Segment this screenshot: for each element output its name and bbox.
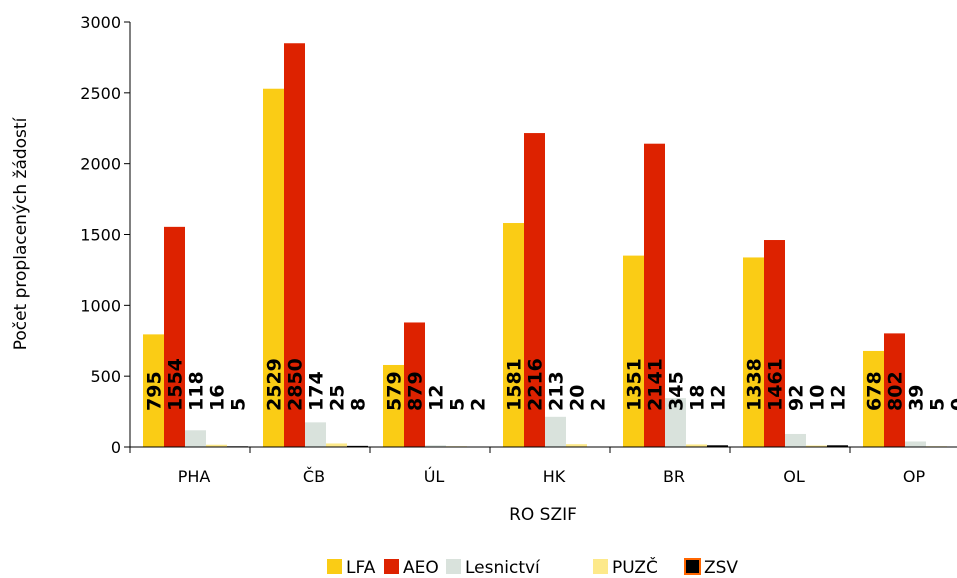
- data-label: 802: [885, 371, 907, 411]
- data-label: 1351: [624, 358, 646, 411]
- data-label: 2: [468, 398, 490, 411]
- bar-aeo-4: [644, 143, 665, 448]
- y-tick-label: 1000: [80, 296, 121, 315]
- bar-aeo-2: [404, 322, 425, 447]
- data-label: 2216: [525, 358, 547, 411]
- data-label: 16: [207, 385, 229, 411]
- x-tick-label: ČB: [303, 467, 325, 486]
- bar-lfa-5: [743, 257, 764, 447]
- data-label: 5: [228, 398, 250, 411]
- data-label: 678: [864, 371, 886, 411]
- data-label: 579: [384, 371, 406, 411]
- bar-zsv-1: [347, 445, 368, 447]
- legend-label: PUZČ: [612, 556, 658, 578]
- data-label: 345: [666, 371, 688, 411]
- bar-lfa-3: [503, 223, 524, 447]
- data-label: 174: [306, 371, 328, 411]
- legend-label: Lesnictví: [465, 558, 541, 578]
- data-label: 1581: [504, 358, 526, 411]
- bar-lesnictví-5: [785, 433, 806, 447]
- bars: [143, 43, 947, 448]
- data-label: 118: [186, 371, 208, 411]
- legend-label: ZSV: [704, 558, 738, 578]
- data-label: 5: [447, 398, 469, 411]
- data-label: 1554: [165, 358, 187, 411]
- legend-swatch-zsv: [684, 558, 701, 575]
- bar-lesnictví-4: [665, 398, 686, 447]
- legend-swatch-aeo: [384, 559, 399, 574]
- legend: LFA AEO Lesnictví PUZČ ZSV: [327, 556, 738, 578]
- bar-lesnictví-6: [905, 441, 926, 447]
- data-label: 1461: [765, 358, 787, 411]
- bar-aeo-3: [524, 133, 545, 448]
- data-label: 39: [906, 385, 928, 411]
- x-tick-label: OP: [903, 467, 926, 486]
- y-ticks: 0 500 1000 1500 2000 2500 3000: [80, 13, 130, 457]
- legend-swatch-lfa: [327, 559, 342, 574]
- data-label: 18: [687, 385, 709, 411]
- legend-label: AEO: [403, 558, 439, 578]
- bar-puzč-3: [566, 444, 587, 447]
- bar-lesnictví-2: [425, 445, 446, 447]
- bar-lesnictví-3: [545, 416, 566, 447]
- x-tick-label: ÚL: [424, 467, 445, 486]
- bar-zsv-5: [827, 445, 848, 447]
- data-label: 12: [426, 385, 448, 411]
- data-label: 8: [348, 398, 370, 411]
- data-label: 1338: [744, 358, 766, 411]
- data-label: 2141: [645, 358, 667, 411]
- data-label: 25: [327, 385, 349, 411]
- x-ticks: PHA ČB ÚL HK BR OL OP: [129, 447, 926, 486]
- bar-puzč-4: [686, 444, 707, 447]
- bar-puzč-0: [206, 444, 227, 447]
- bar-aeo-0: [164, 226, 185, 447]
- data-label: 5: [927, 398, 949, 411]
- y-tick-label: 3000: [80, 13, 121, 32]
- data-label: 12: [828, 385, 850, 411]
- bar-lfa-6: [863, 350, 884, 447]
- legend-swatch-lesnictví: [446, 559, 461, 574]
- data-label: 879: [405, 371, 427, 411]
- y-tick-label: 2500: [80, 84, 121, 103]
- bar-lfa-1: [263, 88, 284, 447]
- data-label: 2: [588, 398, 610, 411]
- x-tick-label: BR: [663, 467, 685, 486]
- y-tick-label: 500: [90, 367, 121, 386]
- bar-puzč-5: [806, 445, 827, 447]
- bar-aeo-5: [764, 240, 785, 447]
- data-label: 10: [807, 385, 829, 411]
- bar-lesnictví-1: [305, 422, 326, 447]
- data-label: 795: [144, 371, 166, 411]
- data-label: 92: [786, 385, 808, 411]
- bar-aeo-1: [284, 43, 305, 447]
- x-tick-label: OL: [783, 467, 805, 486]
- data-label: 213: [546, 371, 568, 411]
- legend-swatch-puzč: [593, 559, 608, 574]
- data-label: 0: [948, 398, 957, 411]
- data-label: 12: [708, 385, 730, 411]
- x-tick-label: HK: [543, 467, 566, 486]
- bar-lesnictví-0: [185, 430, 206, 447]
- bar-puzč-1: [326, 443, 347, 447]
- x-axis-title: RO SZIF: [509, 505, 577, 525]
- y-tick-label: 2000: [80, 155, 121, 174]
- y-tick-label: 1500: [80, 226, 121, 245]
- x-tick-label: PHA: [178, 467, 211, 486]
- y-axis-title: Počet proplacených žádostí: [11, 116, 31, 350]
- data-label: 20: [567, 385, 589, 411]
- bar-lfa-0: [143, 334, 164, 447]
- bar-lfa-2: [383, 364, 404, 447]
- y-tick-label: 0: [111, 438, 121, 457]
- data-label: 2529: [264, 358, 286, 411]
- bar-aeo-6: [884, 333, 905, 447]
- data-labels: 795 1554 118 16 5 2529 2850 174 25 8 579 879 12 5 2 158…: [144, 358, 957, 411]
- data-label: 2850: [285, 358, 307, 411]
- bar-zsv-4: [707, 445, 728, 447]
- legend-label: LFA: [346, 558, 376, 578]
- bar-lfa-4: [623, 255, 644, 447]
